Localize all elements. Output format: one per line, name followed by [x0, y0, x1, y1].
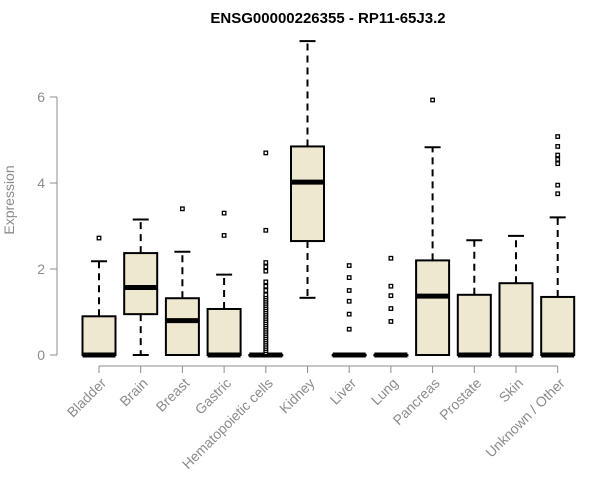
box-gastric: [206, 210, 242, 358]
outlier-point: [346, 298, 352, 304]
box-bladder: [81, 235, 117, 358]
chart-title: ENSG00000226355 - RP11-65J3.2: [210, 10, 445, 27]
box-unknown-other: [540, 134, 576, 358]
y-tick-label: 6: [37, 89, 45, 105]
box-iqr: [290, 145, 325, 243]
box-iqr: [164, 297, 200, 356]
outlier-point: [263, 279, 269, 285]
outlier-point: [179, 206, 185, 212]
box-iqr: [456, 293, 492, 356]
outlier-point: [346, 311, 352, 317]
box-kidney: [290, 40, 325, 299]
outlier-point: [388, 306, 394, 311]
box-iqr: [81, 315, 117, 356]
box-skin: [498, 234, 534, 358]
y-tick-label: 4: [37, 175, 45, 191]
outlier-point: [555, 182, 561, 188]
outlier-point: [346, 263, 352, 268]
outlier-point: [555, 134, 561, 139]
outlier-point: [263, 150, 269, 156]
outlier-point: [388, 255, 394, 261]
outlier-point: [388, 293, 394, 299]
outlier-point: [346, 288, 352, 293]
x-tick-label: Brain: [116, 375, 150, 409]
box-iqr: [415, 259, 451, 356]
boxes-group: [81, 40, 576, 358]
y-tick-label: 2: [37, 261, 45, 277]
box-breast: [164, 206, 200, 356]
outlier-point: [555, 152, 561, 158]
box-pancreas: [415, 97, 451, 356]
outlier-point: [96, 235, 102, 241]
box-brain: [123, 218, 159, 356]
x-tick-label: Lung: [368, 375, 401, 408]
box-iqr: [498, 282, 534, 356]
box-lung: [373, 255, 409, 358]
outlier-point: [388, 283, 394, 289]
outlier-point: [555, 161, 561, 167]
outlier-point: [263, 268, 269, 274]
outlier-point: [555, 144, 561, 149]
y-tick-label: 0: [37, 347, 45, 363]
y-axis: 0 2 4 6: [37, 89, 58, 363]
outlier-point: [263, 227, 269, 233]
box-iqr: [206, 307, 242, 356]
x-tick-label: Unknown / Other: [482, 375, 568, 461]
x-tick-label: Kidney: [276, 375, 318, 417]
box-iqr: [123, 252, 159, 316]
box-iqr: [540, 295, 576, 357]
box-hematopoietic-cells: [248, 150, 284, 358]
x-tick-label: Liver: [327, 375, 360, 408]
box-liver: [331, 263, 367, 358]
outlier-point: [263, 283, 269, 289]
outlier-point: [430, 97, 436, 103]
outlier-point: [263, 292, 269, 298]
outlier-point: [263, 264, 269, 270]
box-prostate: [456, 239, 492, 358]
outlier-point: [221, 233, 227, 238]
outlier-point: [346, 326, 352, 332]
outlier-point: [388, 319, 394, 324]
x-tick-label: Prostate: [436, 375, 484, 423]
x-tick-label: Bladder: [64, 375, 110, 421]
x-tick-label: Breast: [153, 375, 193, 415]
outlier-point: [263, 288, 269, 293]
outlier-point: [263, 260, 269, 265]
y-axis-label: Expression: [1, 165, 17, 234]
outlier-point: [346, 275, 352, 281]
outlier-point: [555, 156, 561, 162]
outlier-point: [555, 191, 561, 197]
outlier-point: [221, 210, 227, 216]
x-tick-label: Skin: [496, 375, 527, 406]
